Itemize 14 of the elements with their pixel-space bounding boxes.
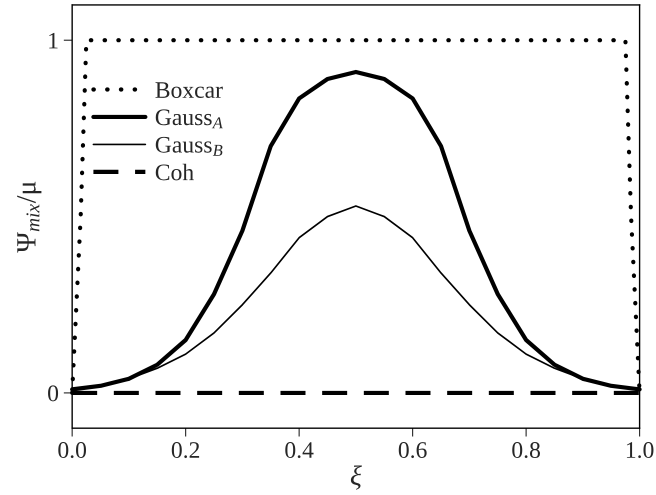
y-tick-label: 1: [49, 32, 58, 48]
legend-label: Gauss$_{B}$: [156, 136, 222, 156]
x-tick-label: 0.4: [285, 442, 314, 458]
legend-label: Boxcar: [155, 82, 223, 98]
legend-label: Gauss$_{A}$: [156, 109, 223, 128]
x-tick-label: 0.0: [58, 442, 86, 458]
y-axis-title: Ψ$_{mix}$/μ: [17, 182, 42, 253]
x-tick-label: 1.0: [626, 442, 654, 458]
legend-label: Coh: [156, 164, 194, 180]
x-tick-label: 0.2: [172, 442, 200, 458]
x-axis-title: ξ: [350, 465, 362, 490]
x-tick-label: 0.8: [512, 442, 540, 458]
x-tick-label: 0.6: [398, 442, 427, 458]
y-tick-label: 0: [48, 385, 58, 402]
